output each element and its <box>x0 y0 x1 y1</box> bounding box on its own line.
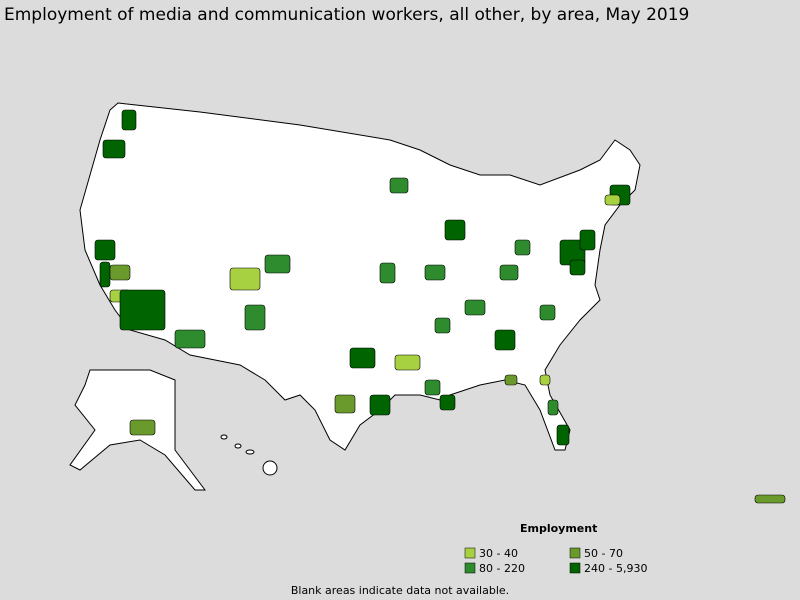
contiguous-us <box>79 102 641 451</box>
area <box>109 264 131 281</box>
legend-swatch <box>464 547 476 559</box>
area <box>504 374 518 386</box>
area <box>244 304 266 331</box>
area <box>556 424 570 446</box>
legend-label: 50 - 70 <box>584 547 623 560</box>
area <box>394 354 421 371</box>
area <box>569 259 586 276</box>
area <box>389 177 409 194</box>
area <box>434 317 451 334</box>
legend-swatch <box>464 562 476 574</box>
footnote: Blank areas indicate data not available. <box>291 584 509 597</box>
area <box>174 329 206 349</box>
area <box>99 261 111 288</box>
area <box>369 394 391 416</box>
area <box>579 229 596 251</box>
area <box>444 219 466 241</box>
area <box>334 394 356 414</box>
legend-label: 80 - 220 <box>479 562 525 575</box>
legend-label: 240 - 5,930 <box>584 562 647 575</box>
legend-swatch <box>569 547 581 559</box>
area <box>539 304 556 321</box>
area <box>129 419 156 436</box>
island <box>220 434 228 440</box>
area <box>604 194 621 206</box>
island <box>234 443 242 449</box>
map-title: Employment of media and communication wo… <box>4 5 689 25</box>
area <box>539 374 551 386</box>
legend-swatch <box>569 562 581 574</box>
area <box>349 347 376 369</box>
legend-label: 30 - 40 <box>479 547 518 560</box>
area <box>119 289 166 331</box>
area <box>379 262 396 284</box>
area <box>264 254 291 274</box>
legend: 30 - 40 50 - 70 80 - 220 240 - 5,930 <box>464 547 647 575</box>
area <box>94 239 116 261</box>
areas <box>94 109 786 504</box>
area <box>439 394 456 411</box>
area <box>424 264 446 281</box>
area <box>514 239 531 256</box>
area <box>547 399 559 416</box>
island <box>245 449 255 455</box>
area <box>229 267 261 291</box>
area <box>754 494 786 504</box>
area <box>121 109 137 131</box>
legend-title: Employment <box>520 522 597 535</box>
area <box>424 379 441 396</box>
area <box>499 264 519 281</box>
hawaii <box>220 434 278 476</box>
area <box>464 299 486 316</box>
area <box>102 139 126 159</box>
area <box>494 329 516 351</box>
island <box>262 460 278 476</box>
